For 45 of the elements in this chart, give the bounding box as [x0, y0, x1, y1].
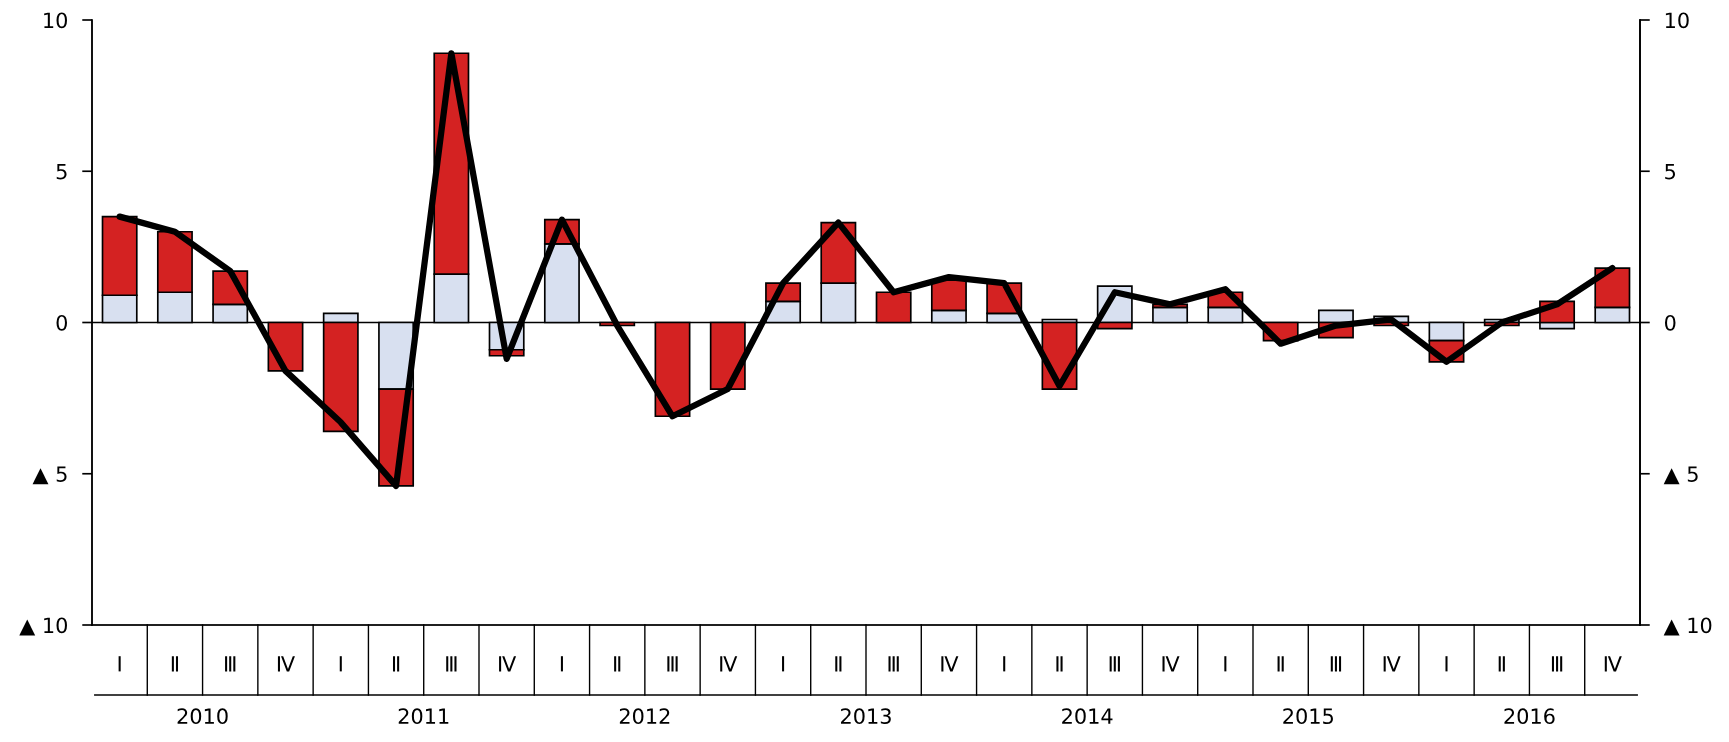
text: 2014 [1062, 708, 1113, 725]
text: 2013 [841, 708, 891, 725]
y-tick-label: 0 [56, 314, 68, 331]
text: 2016 [1504, 708, 1555, 725]
x-tick-label: Ⅲ [888, 656, 899, 672]
y2-tick-label: 5 [1665, 163, 1676, 180]
x-tick-label: Ⅱ [1056, 656, 1063, 672]
x-tick-label: Ⅳ [1162, 656, 1180, 672]
x-tick-label: Ⅲ [446, 656, 457, 672]
x-tick-label: Ⅰ [118, 656, 121, 672]
x-tick-label: Ⅱ [614, 656, 621, 672]
x-tick-label: Ⅱ [1277, 656, 1284, 672]
y-tick-label: 5 [56, 163, 67, 180]
x-tick-label: Ⅳ [941, 656, 959, 672]
x-tick-label: Ⅱ [1498, 656, 1505, 672]
y-tick-label: ▲ 5 [32, 466, 67, 485]
y-tick-label: ▲ 10 [19, 617, 68, 636]
x-tick-label: Ⅳ [499, 656, 517, 672]
x-tick-label: Ⅰ [339, 656, 342, 672]
x-tick-label: Ⅳ [1383, 656, 1401, 672]
x-tick-label: Ⅳ [1604, 656, 1622, 672]
text: 2015 [1283, 708, 1333, 725]
y2-tick-label: ▲ 10 [1663, 617, 1712, 636]
x-tick-label: Ⅰ [1445, 656, 1448, 672]
x-tick-label: Ⅰ [560, 656, 563, 672]
y-tick-label: 10 [44, 12, 68, 29]
x-tick-label: Ⅳ [277, 656, 295, 672]
x-tick-label: Ⅲ [667, 656, 678, 672]
x-tick-label: Ⅲ [1330, 656, 1342, 672]
x-tick-label: Ⅲ [1109, 656, 1120, 672]
x-tick-label: Ⅱ [171, 656, 179, 672]
x-tick-label: Ⅱ [835, 656, 842, 672]
y2-tick-label: 10 [1665, 12, 1689, 29]
x-tick-label: Ⅲ [1551, 656, 1563, 672]
x-tick-label: Ⅲ [225, 656, 236, 672]
x-tick-label: Ⅰ [782, 656, 785, 672]
x-tick-label: Ⅱ [392, 656, 400, 672]
text: 2012 [619, 708, 670, 725]
x-tick-label: Ⅳ [720, 656, 738, 672]
y2-tick-label: 0 [1664, 314, 1676, 331]
x-tick-label: Ⅰ [1224, 656, 1227, 672]
y2-tick-label: ▲ 5 [1663, 466, 1698, 485]
x-tick-label: Ⅰ [1003, 656, 1006, 672]
text: 2011 [398, 708, 449, 725]
text: 2010 [177, 708, 228, 725]
